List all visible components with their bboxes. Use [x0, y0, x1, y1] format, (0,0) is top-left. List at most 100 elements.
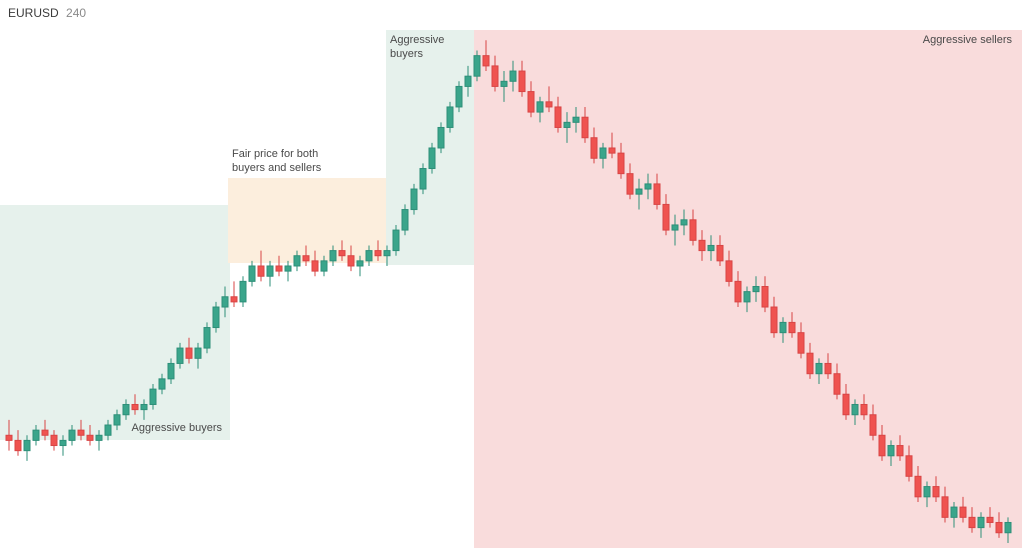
candle-body [573, 117, 579, 122]
candle-body [942, 497, 948, 518]
candle-body [501, 81, 507, 86]
candle-body [708, 245, 714, 250]
candle-body [816, 363, 822, 373]
candle-body [744, 292, 750, 302]
candle-body [843, 394, 849, 415]
candle-body [240, 281, 246, 302]
candle-body [753, 287, 759, 292]
candle-body [879, 435, 885, 456]
candle-body [60, 440, 66, 445]
candle-body [960, 507, 966, 517]
candle-body [303, 256, 309, 261]
candle-body [51, 435, 57, 445]
candle-body [654, 184, 660, 205]
candle-body [24, 440, 30, 450]
candle-body [951, 507, 957, 517]
candle-body [195, 348, 201, 358]
candle-body [249, 266, 255, 281]
candle-body [33, 430, 39, 440]
candlestick-chart [0, 0, 1030, 553]
candle-body [420, 169, 426, 190]
candle-body [96, 435, 102, 440]
candle-body [870, 415, 876, 436]
candle-body [348, 256, 354, 266]
candle-body [915, 476, 921, 497]
candle-body [645, 184, 651, 189]
candle-body [366, 251, 372, 261]
candle-body [924, 487, 930, 497]
candle-body [825, 363, 831, 373]
candle-body [852, 404, 858, 414]
candle-body [222, 297, 228, 307]
candle-body [762, 287, 768, 308]
candle-body [564, 122, 570, 127]
candle-body [42, 430, 48, 435]
candle-body [177, 348, 183, 363]
candle-body [681, 220, 687, 225]
candle-body [771, 307, 777, 333]
candle-body [807, 353, 813, 374]
candle-body [294, 256, 300, 266]
candle-body [150, 389, 156, 404]
candle-body [312, 261, 318, 271]
candle-body [600, 148, 606, 158]
candle-body [636, 189, 642, 194]
candle-body [780, 322, 786, 332]
candle-body [699, 240, 705, 250]
candle-body [519, 71, 525, 92]
candle-body [861, 404, 867, 414]
candle-body [906, 456, 912, 477]
candle-body [978, 517, 984, 527]
candle-body [528, 92, 534, 113]
candle-body [933, 487, 939, 497]
candle-body [726, 261, 732, 282]
candle-body [69, 430, 75, 440]
candle-body [393, 230, 399, 251]
candle-body [285, 266, 291, 271]
candle-body [447, 107, 453, 128]
candle-body [510, 71, 516, 81]
candle-body [357, 261, 363, 266]
candle-body [798, 333, 804, 354]
candle-body [231, 297, 237, 302]
candle-body [213, 307, 219, 328]
candle-body [483, 56, 489, 66]
candle-body [276, 266, 282, 271]
candle-body [15, 440, 21, 450]
candle-body [330, 251, 336, 261]
candle-body [987, 517, 993, 522]
candle-body [888, 446, 894, 456]
candle-body [132, 404, 138, 409]
candle-body [114, 415, 120, 425]
candle-body [456, 86, 462, 107]
candle-body [834, 374, 840, 395]
candle-body [159, 379, 165, 389]
candle-body [609, 148, 615, 153]
candle-body [321, 261, 327, 271]
candle-body [87, 435, 93, 440]
candle-body [465, 76, 471, 86]
candle-body [168, 363, 174, 378]
candle-body [267, 266, 273, 276]
candle-body [123, 404, 129, 414]
candle-body [672, 225, 678, 230]
candle-body [618, 153, 624, 174]
candle-body [735, 281, 741, 302]
candle-body [969, 517, 975, 527]
candle-body [429, 148, 435, 169]
candle-body [402, 210, 408, 231]
candle-body [6, 435, 12, 440]
candle-body [204, 328, 210, 349]
candle-body [537, 102, 543, 112]
candle-body [186, 348, 192, 358]
candle-body [717, 245, 723, 260]
candle-body [141, 404, 147, 409]
candle-body [690, 220, 696, 241]
candle-body [384, 251, 390, 256]
candle-body [78, 430, 84, 435]
candle-body [1005, 522, 1011, 532]
candle-body [627, 174, 633, 195]
candle-body [411, 189, 417, 210]
candle-body [546, 102, 552, 107]
candle-body [339, 251, 345, 256]
